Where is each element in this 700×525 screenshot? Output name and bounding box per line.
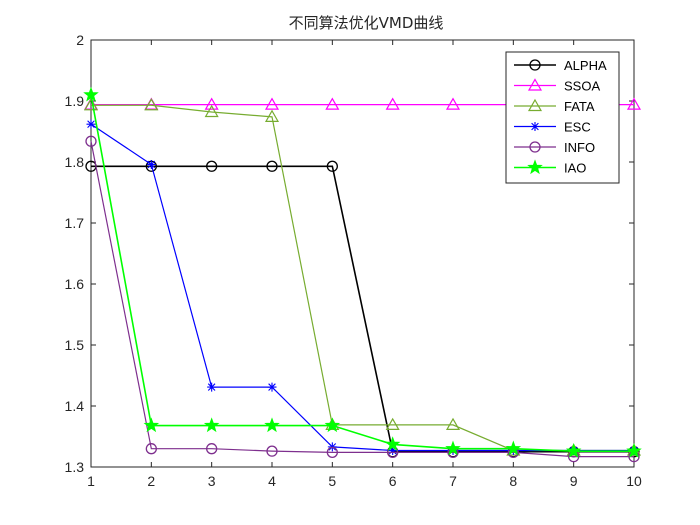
- legend-entry-esc: ESC: [514, 120, 591, 135]
- data-point-iao: [324, 417, 341, 433]
- y-tick-label: 1.9: [65, 93, 85, 109]
- legend-label-iao: IAO: [564, 161, 586, 176]
- series-line-info: [90, 141, 634, 458]
- data-point-esc: [207, 382, 217, 392]
- series-line-alpha: [91, 165, 634, 453]
- legend-marker-info: [529, 141, 541, 153]
- legend-label-esc: ESC: [564, 120, 591, 135]
- data-point-ssoa: [626, 97, 642, 110]
- data-point-iao: [565, 442, 582, 458]
- x-tick-label: 7: [449, 473, 457, 489]
- data-point-fata: [144, 98, 159, 111]
- data-point-fata: [204, 104, 219, 118]
- y-tick-label: 2: [76, 32, 84, 48]
- data-point-iao: [83, 86, 99, 102]
- x-tick-label: 8: [509, 473, 517, 489]
- x-tick-label: 3: [208, 473, 216, 489]
- legend: ALPHA SSOA FATA ESC INFO IAO: [505, 51, 620, 184]
- data-point-alpha: [206, 160, 218, 172]
- legend-marker-iao: [527, 159, 543, 175]
- data-point-info: [326, 446, 338, 459]
- legend-marker-alpha: [529, 59, 541, 71]
- data-point-iao: [505, 440, 522, 456]
- data-point-fata: [264, 109, 280, 122]
- data-point-ssoa: [264, 97, 280, 110]
- series-line-iao: [90, 94, 634, 452]
- data-point-esc: [267, 382, 277, 392]
- data-point-info: [206, 443, 218, 455]
- data-point-fata: [83, 98, 99, 111]
- x-tick-label: 4: [268, 473, 276, 489]
- legend-marker-esc: [530, 122, 540, 131]
- y-tick-label: 1.6: [65, 276, 85, 292]
- legend-label-info: INFO: [564, 140, 595, 155]
- data-point-iao: [203, 417, 220, 433]
- y-tick-label: 1.8: [65, 154, 85, 170]
- data-point-info: [85, 135, 97, 147]
- data-point-iao: [264, 417, 280, 433]
- x-tick-label: 10: [626, 473, 642, 489]
- legend-label-alpha: ALPHA: [564, 58, 607, 73]
- data-point-iao: [445, 440, 461, 456]
- x-tick-label: 6: [389, 473, 397, 489]
- y-tick-label: 1.7: [65, 215, 85, 231]
- legend-box: [505, 51, 620, 184]
- data-point-ssoa: [325, 97, 340, 110]
- data-point-fata: [445, 417, 461, 431]
- data-point-alpha: [266, 160, 278, 172]
- data-point-esc: [86, 119, 96, 129]
- y-tick-label: 1.4: [65, 398, 85, 414]
- data-point-iao: [626, 442, 642, 458]
- series-iao: [83, 86, 642, 458]
- legend-marker-fata: [527, 98, 543, 112]
- legend-entry-iao: IAO: [514, 159, 586, 176]
- data-point-info: [145, 443, 157, 455]
- y-tick-label: 1.5: [65, 337, 85, 353]
- series-info: [85, 135, 640, 463]
- data-point-esc: [146, 159, 156, 169]
- x-tick-label: 5: [328, 473, 336, 489]
- data-point-info: [266, 445, 278, 457]
- data-point-ssoa: [204, 97, 219, 110]
- x-tick-label: 9: [570, 473, 578, 489]
- data-point-alpha: [326, 160, 338, 172]
- chart-title: 不同算法优化VMD曲线: [289, 14, 444, 32]
- data-point-ssoa: [385, 97, 400, 110]
- x-tick-label: 1: [87, 473, 95, 489]
- legend-entry-ssoa: SSOA: [514, 78, 600, 94]
- legend-label-ssoa: SSOA: [564, 79, 600, 94]
- legend-label-fata: FATA: [564, 99, 595, 114]
- data-point-esc: [388, 446, 398, 456]
- legend-entry-info: INFO: [514, 140, 595, 155]
- legend-marker-ssoa: [527, 78, 543, 91]
- y-tick-label: 1.3: [65, 459, 85, 475]
- data-point-iao: [384, 436, 401, 452]
- legend-entry-alpha: ALPHA: [514, 58, 607, 73]
- x-tick-label: 2: [147, 473, 155, 489]
- data-point-ssoa: [445, 97, 461, 110]
- legend-entry-fata: FATA: [514, 98, 595, 114]
- data-point-iao: [143, 417, 160, 433]
- data-point-fata: [385, 417, 400, 431]
